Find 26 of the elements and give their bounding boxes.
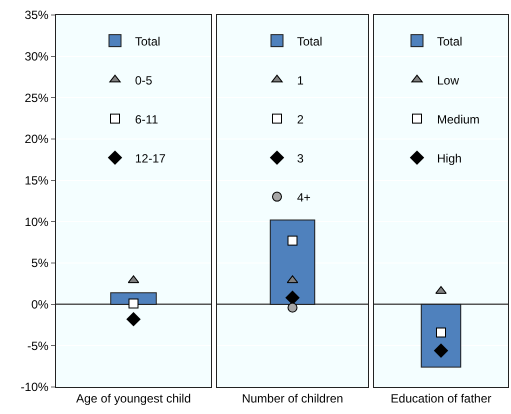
legend-label: Medium: [437, 112, 480, 126]
legend-label: 3: [297, 151, 304, 166]
y-tick-label: -10%: [20, 380, 49, 394]
y-tick-label: 15%: [24, 174, 49, 188]
x-tick-label: Age of youngest child: [76, 391, 191, 406]
x-tick-label: Education of father: [390, 391, 492, 406]
legend-label: Total: [437, 34, 462, 48]
y-tick-label: -5%: [27, 338, 49, 353]
legend-label: High: [437, 151, 462, 166]
legend-label: 6-11: [135, 112, 158, 126]
y-tick-label: 5%: [31, 256, 49, 270]
legend-label: 12-17: [135, 151, 166, 166]
y-tick-label: 25%: [24, 90, 49, 105]
legend-label: 1: [297, 73, 304, 88]
legend-label: Total: [297, 34, 322, 48]
y-tick-label: 20%: [24, 132, 49, 146]
y-tick-label: 30%: [24, 50, 49, 64]
legend-label: 4+: [297, 190, 311, 204]
x-tick-label: Number of children: [242, 391, 344, 406]
legend-label: 2: [297, 112, 304, 126]
legend-label: Low: [437, 73, 460, 88]
y-tick-label: 10%: [24, 214, 49, 229]
y-tick-label: 35%: [24, 8, 49, 22]
y-tick-label: 0%: [31, 298, 49, 312]
legend-label: Total: [135, 34, 160, 48]
legend-label: 0-5: [135, 73, 153, 88]
